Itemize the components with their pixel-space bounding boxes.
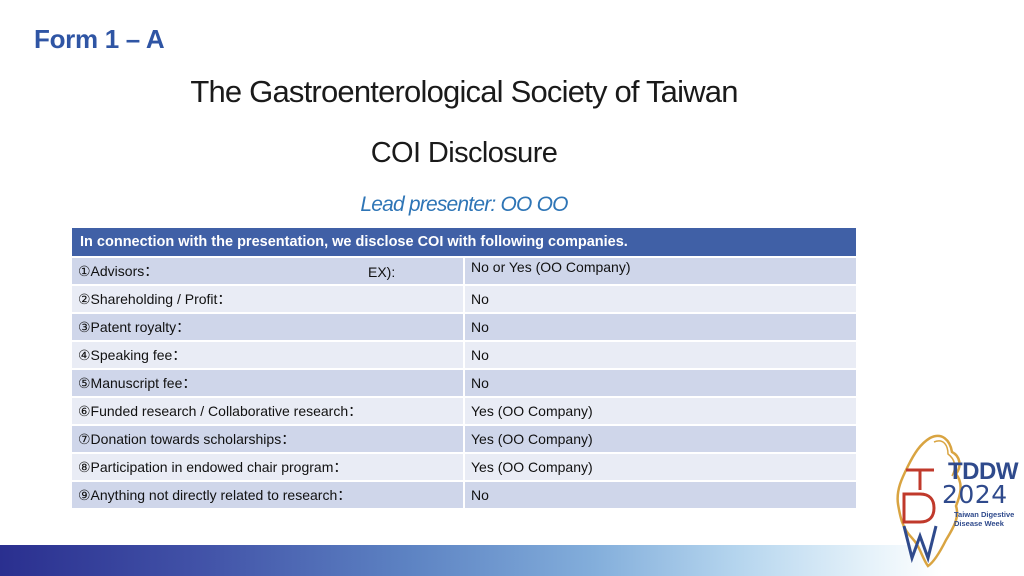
logo-year: 2024 bbox=[942, 480, 1008, 509]
coi-table: In connection with the presentation, we … bbox=[70, 226, 858, 510]
presenter-line: Lead presenter: OO OO bbox=[360, 193, 568, 216]
row-value: No bbox=[463, 368, 858, 398]
ex-label: EX): bbox=[368, 264, 396, 280]
table-row: ⑦Donation towards scholarships： Yes (OO … bbox=[70, 424, 858, 454]
page-title: The Gastroenterological Society of Taiwa… bbox=[190, 74, 738, 109]
row-value: No or Yes (OO Company) bbox=[463, 256, 858, 286]
logo-caption-line2: Disease Week bbox=[954, 519, 1004, 528]
table-row: ③Patent royalty： No bbox=[70, 312, 858, 342]
row-value: No bbox=[463, 480, 858, 510]
table-row: ⑧Participation in endowed chair program：… bbox=[70, 452, 858, 482]
row-item: ④Speaking fee： bbox=[70, 340, 465, 370]
row-item: ⑧Participation in endowed chair program： bbox=[70, 452, 465, 482]
logo-caption-line1: Taiwan Digestive bbox=[954, 510, 1015, 519]
row-value: No bbox=[463, 340, 858, 370]
table-row: ①Advisors： EX): No or Yes (OO Company) bbox=[70, 256, 858, 286]
row-value: Yes (OO Company) bbox=[463, 452, 858, 482]
table-row: ⑨Anything not directly related to resear… bbox=[70, 480, 858, 510]
row-item: ③Patent royalty： bbox=[70, 312, 465, 342]
table-row: ⑥Funded research / Collaborative researc… bbox=[70, 396, 858, 426]
tddw-logo: TDDW 2024 Taiwan Digestive Disease Week bbox=[890, 430, 1020, 570]
bottom-gradient-bar bbox=[0, 545, 1024, 576]
row-item: ⑦Donation towards scholarships： bbox=[70, 424, 465, 454]
table-row: ②Shareholding / Profit： No bbox=[70, 284, 858, 314]
table-row: ④Speaking fee： No bbox=[70, 340, 858, 370]
taiwan-outline-icon bbox=[896, 434, 962, 568]
page-subtitle: COI Disclosure bbox=[370, 137, 558, 169]
row-item: ⑤Manuscript fee： bbox=[70, 368, 465, 398]
table-row: ⑤Manuscript fee： No bbox=[70, 368, 858, 398]
row-item: ⑨Anything not directly related to resear… bbox=[70, 480, 465, 510]
row-value: No bbox=[463, 284, 858, 314]
row-item: ①Advisors： EX): bbox=[70, 256, 465, 286]
row-value: No bbox=[463, 312, 858, 342]
row-value: Yes (OO Company) bbox=[463, 424, 858, 454]
table-header-row: In connection with the presentation, we … bbox=[70, 226, 858, 258]
row-value: Yes (OO Company) bbox=[463, 396, 858, 426]
logo-brand: TDDW bbox=[948, 458, 1018, 485]
table-header: In connection with the presentation, we … bbox=[70, 226, 858, 258]
row-item: ②Shareholding / Profit： bbox=[70, 284, 465, 314]
form-label: Form 1 – A bbox=[34, 24, 165, 54]
row-item: ⑥Funded research / Collaborative researc… bbox=[70, 396, 465, 426]
